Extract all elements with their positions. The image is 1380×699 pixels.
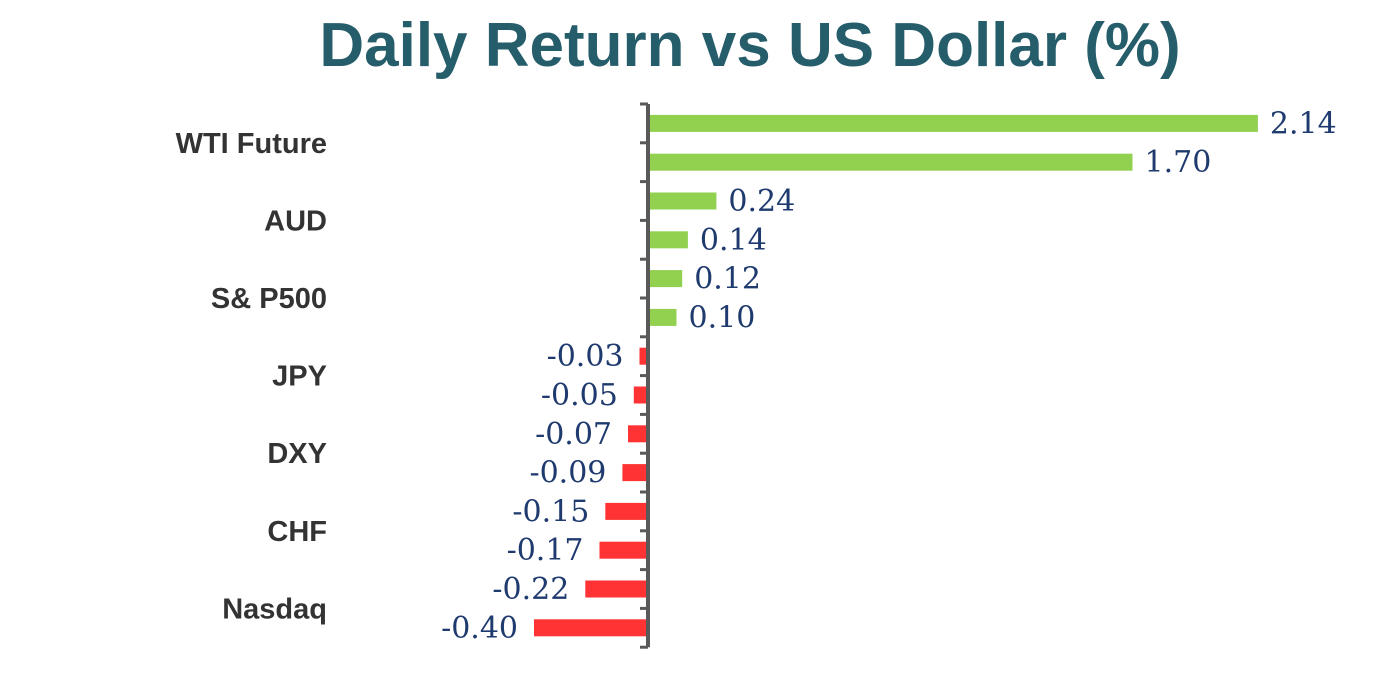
bar	[633, 386, 649, 404]
bar	[648, 192, 717, 210]
value-label: 0.14	[700, 223, 767, 258]
value-label: 2.14	[1270, 106, 1337, 141]
value-label: -0.15	[512, 494, 589, 529]
category-label: S& P500	[211, 283, 327, 315]
bar	[622, 464, 648, 482]
value-label: -0.05	[541, 378, 618, 413]
value-label: -0.07	[535, 417, 612, 452]
value-label: -0.03	[547, 339, 624, 374]
bar	[599, 541, 648, 559]
value-label: 1.70	[1145, 145, 1212, 180]
bar	[585, 580, 648, 598]
value-label: -0.17	[507, 533, 584, 568]
value-label: 0.10	[689, 300, 756, 335]
category-label: Nasdaq	[222, 593, 327, 625]
category-label: CHF	[267, 516, 327, 548]
value-label: -0.09	[529, 456, 606, 491]
category-label: JPY	[272, 361, 327, 393]
bar	[628, 425, 648, 443]
bar	[605, 502, 649, 520]
bar	[648, 231, 688, 249]
value-label: 0.24	[728, 184, 795, 219]
value-label: -0.22	[492, 572, 569, 607]
category-label: WTI Future	[176, 128, 327, 160]
value-label: -0.40	[441, 611, 518, 646]
category-label: DXY	[267, 438, 327, 470]
bar	[534, 619, 648, 637]
category-label: AUD	[264, 205, 327, 237]
bar	[648, 114, 1258, 132]
bar	[648, 308, 677, 326]
value-label: 0.12	[694, 262, 761, 297]
chart-title: Daily Return vs US Dollar (%)	[319, 11, 1181, 80]
bar	[648, 270, 683, 288]
bar	[648, 153, 1133, 171]
bar	[639, 347, 648, 365]
